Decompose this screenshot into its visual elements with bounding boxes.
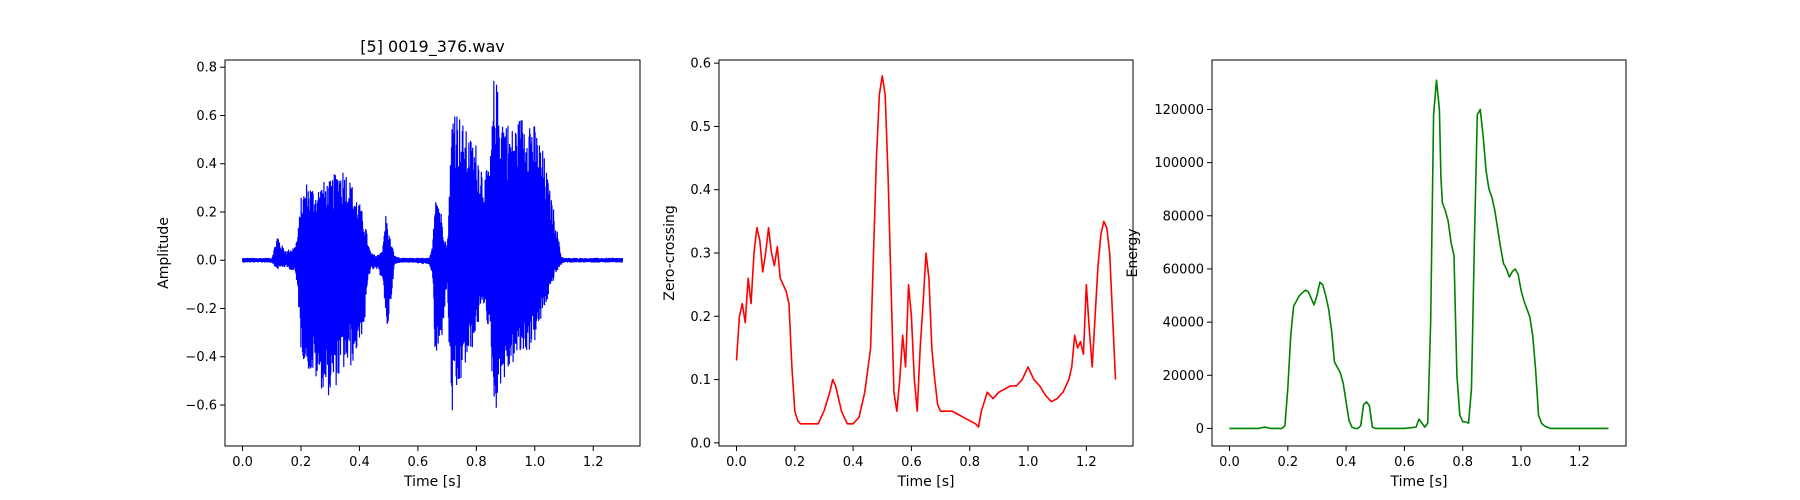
y-tick-label: 0.5 [690,120,711,135]
y-tick-label: −0.2 [185,302,217,317]
x-tick-label: 0.4 [1336,455,1357,470]
y-tick-label: 0.1 [690,373,711,388]
y-tick-label: 0.6 [690,57,711,72]
x-tick-label: 0.6 [901,455,922,470]
y-tick-label: 0 [1196,422,1204,437]
x-tick-label: 1.0 [1018,455,1039,470]
x-tick-label: 0.6 [408,455,429,470]
y-axis-label-waveform: Amplitude [156,217,172,289]
chart-title-waveform: [5] 0019_376.wav [360,37,504,57]
x-tick-label: 1.2 [1076,455,1097,470]
y-tick-label: 0.0 [196,254,217,269]
x-tick-label: 0.4 [349,455,370,470]
x-tick-label: 0.8 [1452,455,1473,470]
ticks-energy: 0.0 0.2 0.4 0.6 0.8 1.0 1.2 0 20000 40000 60000 800… [1154,103,1589,470]
y-tick-label: 0.8 [196,61,217,76]
x-axis-label-energy: Time [s] [1390,474,1448,490]
y-tick-label: 0.3 [690,247,711,262]
plot-area-zero-crossing [735,75,1117,428]
x-tick-label: 0.2 [784,455,805,470]
y-tick-label: 0.2 [196,205,217,220]
ticks-zero-crossing: 0.0 0.2 0.4 0.6 0.8 1.0 1.2 0.0 0.1 0.2 0.3 0.4 0.5 0… [690,57,1096,470]
y-tick-label: 120000 [1154,103,1204,118]
x-tick-label: 0.4 [843,455,864,470]
y-tick-label: 80000 [1163,209,1204,224]
x-tick-label: 0.2 [1277,455,1298,470]
ticks-waveform: 0.0 0.2 0.4 0.6 0.8 1.0 1.2 −0.6 −0.4 −0.2 0.0 0.2 0… [185,61,603,470]
y-tick-label: 0.4 [196,157,217,172]
plot-area-waveform [241,80,624,411]
y-tick-label: 0.2 [690,310,711,325]
y-tick-label: 0.0 [690,436,711,451]
y-tick-label: −0.6 [185,398,217,413]
y-axis-label-energy: Energy [1125,228,1141,277]
subplot-waveform: 0.0 0.2 0.4 0.6 0.8 1.0 1.2 −0.6 −0.4 −0.2 0.0 0.2 0… [156,37,641,490]
x-tick-label: 1.0 [524,455,545,470]
x-tick-label: 0.8 [466,455,487,470]
y-tick-label: 0.6 [196,109,217,124]
x-axis-label-zero-crossing: Time [s] [897,474,955,490]
x-tick-label: 0.6 [1394,455,1415,470]
axes-frame-waveform [224,59,641,447]
y-tick-label: −0.4 [185,350,217,365]
series-line-energy [1229,79,1609,430]
x-tick-label: 0.8 [959,455,980,470]
series-line-waveform [241,80,624,411]
x-tick-label: 0.0 [726,455,747,470]
x-tick-label: 0.0 [232,455,253,470]
y-tick-label: 20000 [1163,369,1204,384]
x-tick-label: 1.2 [1569,455,1590,470]
x-tick-label: 1.2 [583,455,604,470]
axes-frame-energy [1211,59,1627,447]
x-tick-label: 0.0 [1219,455,1240,470]
x-axis-label-waveform: Time [s] [403,474,461,490]
y-tick-label: 100000 [1154,156,1204,171]
x-tick-label: 1.0 [1511,455,1532,470]
y-tick-label: 60000 [1163,262,1204,277]
series-line-zero-crossing [735,75,1117,428]
subplot-zero-crossing: 0.0 0.2 0.4 0.6 0.8 1.0 1.2 0.0 0.1 0.2 0.3 0.4 0.5 0… [662,57,1134,490]
y-tick-label: 40000 [1163,316,1204,331]
plot-area-energy [1229,79,1609,430]
subplot-energy: 0.0 0.2 0.4 0.6 0.8 1.0 1.2 0 20000 40000 60000 800… [1125,59,1627,490]
y-axis-label-zero-crossing: Zero-crossing [662,205,678,300]
x-tick-label: 0.2 [291,455,312,470]
y-tick-label: 0.4 [690,183,711,198]
